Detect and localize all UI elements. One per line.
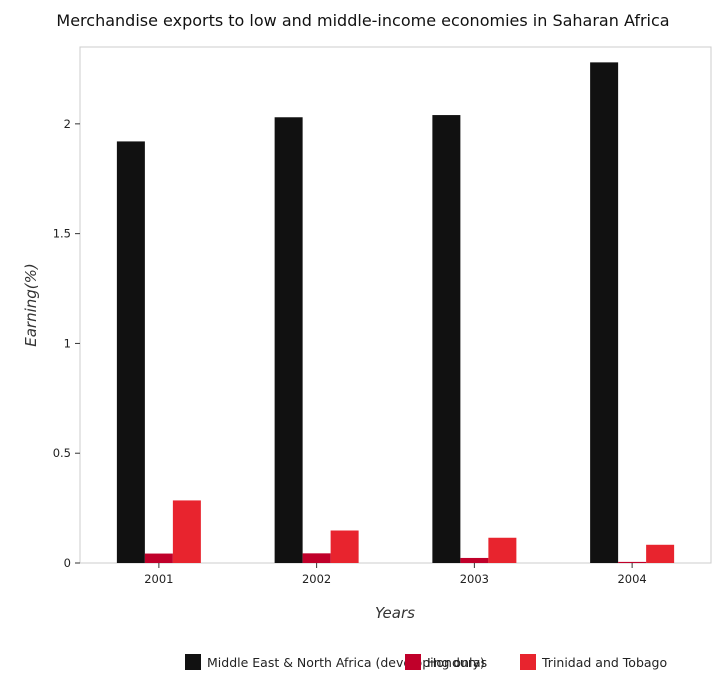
chart-title: Merchandise exports to low and middle-in… xyxy=(56,11,669,30)
bar xyxy=(460,557,489,563)
bar xyxy=(144,553,173,563)
bar xyxy=(302,553,331,563)
legend-label: Honduras xyxy=(427,655,487,670)
bar xyxy=(646,544,675,563)
y-tick-label: 1 xyxy=(64,336,71,350)
y-tick-label: 1.5 xyxy=(53,227,71,241)
legend: Middle East & North Africa (developing o… xyxy=(185,654,667,670)
bar xyxy=(330,530,359,563)
legend-label: Trinidad and Tobago xyxy=(541,655,667,670)
bar xyxy=(432,115,461,563)
legend-swatch xyxy=(520,654,536,670)
y-axis: 0 0.5 1 1.5 2 xyxy=(53,117,80,570)
x-tick-label: 2002 xyxy=(302,572,331,586)
legend-swatch xyxy=(405,654,421,670)
bar xyxy=(274,117,303,564)
x-axis: 2001 2002 2003 2004 xyxy=(144,563,647,586)
y-tick-label: 2 xyxy=(64,117,71,131)
y-tick-label: 0.5 xyxy=(53,446,71,460)
y-tick-label: 0 xyxy=(64,556,71,570)
x-axis-label: Years xyxy=(375,604,415,622)
bar xyxy=(590,62,619,564)
legend-swatch xyxy=(185,654,201,670)
x-tick-label: 2003 xyxy=(460,572,489,586)
bars-group xyxy=(116,62,675,564)
x-tick-label: 2001 xyxy=(144,572,173,586)
y-axis-label: Earning(%) xyxy=(22,263,40,347)
bar xyxy=(618,561,647,563)
x-tick-label: 2004 xyxy=(617,572,646,586)
bar xyxy=(116,141,145,563)
bar xyxy=(172,500,201,563)
bar xyxy=(488,537,517,563)
